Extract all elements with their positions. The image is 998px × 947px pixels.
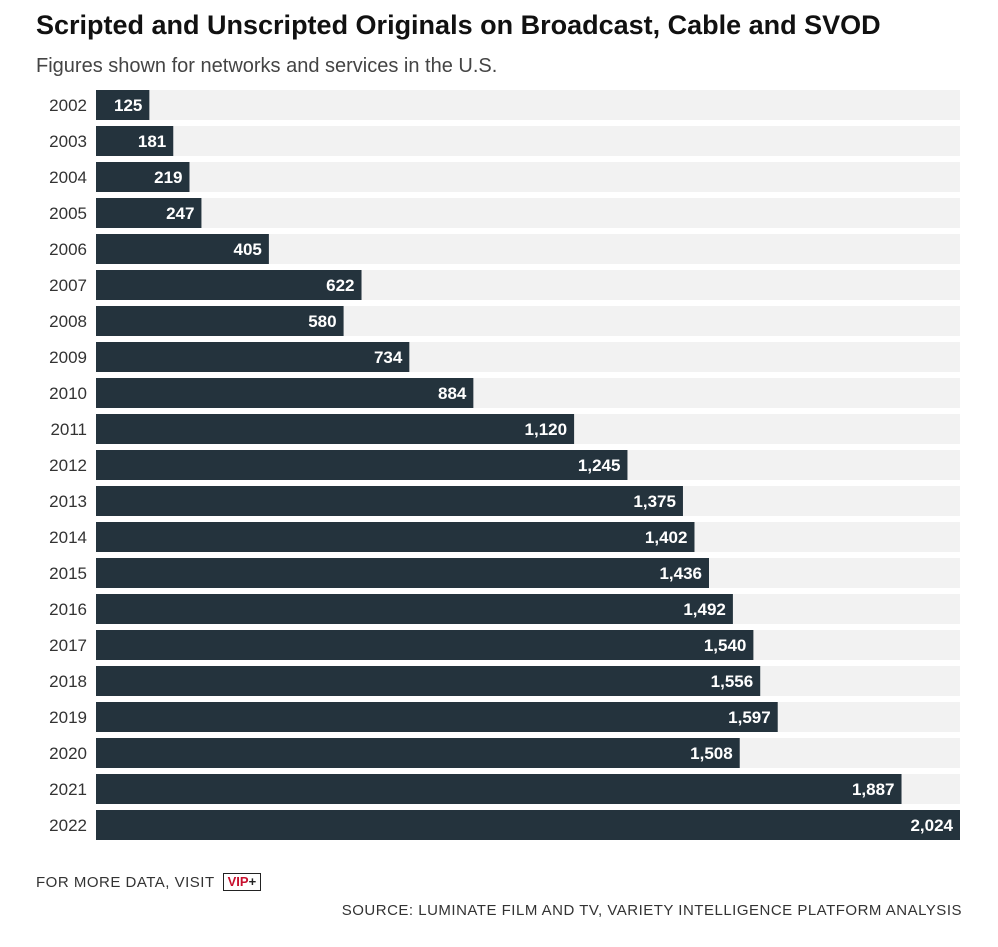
more-data-text: FOR MORE DATA, VISIT xyxy=(36,873,215,891)
category-label: 2018 xyxy=(49,672,87,691)
value-label: 1,492 xyxy=(683,600,726,619)
bar-track xyxy=(96,90,960,120)
value-label: 181 xyxy=(138,132,166,151)
bar-2016 xyxy=(96,594,733,624)
bar-2020 xyxy=(96,738,740,768)
bar-track xyxy=(96,198,960,228)
bar-row-2017: 2017 1,540 xyxy=(49,630,960,660)
bar-row-2022: 2022 2,024 xyxy=(49,810,960,840)
bar-row-2004: 2004 219 xyxy=(49,162,960,192)
bar-row-2006: 2006 405 xyxy=(49,234,960,264)
value-label: 219 xyxy=(154,168,182,187)
category-label: 2011 xyxy=(50,420,87,439)
bar-2007 xyxy=(96,270,362,300)
bar-2018 xyxy=(96,666,761,696)
bar-row-2008: 2008 580 xyxy=(49,306,960,336)
value-label: 1,375 xyxy=(633,492,676,511)
bar-2006 xyxy=(96,234,269,264)
bar-row-2010: 2010 884 xyxy=(49,378,960,408)
bar-row-2021: 2021 1,887 xyxy=(49,774,960,804)
category-label: 2022 xyxy=(49,816,87,835)
category-label: 2007 xyxy=(49,276,87,295)
bar-row-2011: 2011 1,120 xyxy=(50,414,960,444)
bar-row-2018: 2018 1,556 xyxy=(49,666,960,696)
value-label: 622 xyxy=(326,276,354,295)
category-label: 2009 xyxy=(49,348,87,367)
more-data-footer: FOR MORE DATA, VISIT VIP+ xyxy=(36,873,262,891)
value-label: 734 xyxy=(374,348,403,367)
bar-2022 xyxy=(96,810,960,840)
chart-subtitle: Figures shown for networks and services … xyxy=(36,55,498,77)
value-label: 247 xyxy=(166,204,194,223)
bar-2004 xyxy=(96,162,190,192)
category-label: 2010 xyxy=(49,384,87,403)
chart-title: Scripted and Unscripted Originals on Bro… xyxy=(36,10,881,40)
category-label: 2006 xyxy=(49,240,87,259)
category-label: 2020 xyxy=(49,744,87,763)
value-label: 1,245 xyxy=(578,456,621,475)
value-label: 405 xyxy=(234,240,262,259)
bar-row-2002: 2002 125 xyxy=(49,90,960,120)
value-label: 1,120 xyxy=(525,420,568,439)
value-label: 125 xyxy=(114,96,142,115)
bar-row-2003: 2003 181 xyxy=(49,126,960,156)
bar-2002 xyxy=(96,90,150,120)
value-label: 1,597 xyxy=(728,708,771,727)
value-label: 1,887 xyxy=(852,780,895,799)
bar-track xyxy=(96,162,960,192)
bar-2008 xyxy=(96,306,344,336)
bar-track xyxy=(96,126,960,156)
bar-row-2007: 2007 622 xyxy=(49,270,960,300)
category-label: 2014 xyxy=(49,528,87,547)
category-label: 2002 xyxy=(49,96,87,115)
bar-row-2016: 2016 1,492 xyxy=(49,594,960,624)
value-label: 1,436 xyxy=(659,564,702,583)
bar-2011 xyxy=(96,414,575,444)
value-label: 1,556 xyxy=(711,672,754,691)
value-label: 1,508 xyxy=(690,744,733,763)
category-label: 2012 xyxy=(49,456,87,475)
bar-2012 xyxy=(96,450,628,480)
bar-row-2005: 2005 247 xyxy=(49,198,960,228)
bar-row-2012: 2012 1,245 xyxy=(49,450,960,480)
bar-chart: 2002 125 2003 181 2004 219 2005 247 2006 405 2007 6… xyxy=(49,90,960,840)
source-note: SOURCE: LUMINATE FILM AND TV, VARIETY IN… xyxy=(341,902,962,919)
bar-2019 xyxy=(96,702,778,732)
bar-2021 xyxy=(96,774,902,804)
bar-row-2013: 2013 1,375 xyxy=(49,486,960,516)
bar-row-2015: 2015 1,436 xyxy=(49,558,960,588)
bar-2003 xyxy=(96,126,174,156)
value-label: 580 xyxy=(308,312,336,331)
vip-plus-logo[interactable]: VIP+ xyxy=(222,873,262,891)
value-label: 884 xyxy=(438,384,467,403)
category-label: 2021 xyxy=(49,780,87,799)
category-label: 2019 xyxy=(49,708,87,727)
category-label: 2005 xyxy=(49,204,87,223)
category-label: 2017 xyxy=(49,636,87,655)
bar-2013 xyxy=(96,486,683,516)
category-label: 2003 xyxy=(49,132,87,151)
bar-row-2014: 2014 1,402 xyxy=(49,522,960,552)
value-label: 2,024 xyxy=(910,816,953,835)
bar-2009 xyxy=(96,342,410,372)
category-label: 2015 xyxy=(49,564,87,583)
bar-2014 xyxy=(96,522,695,552)
category-label: 2004 xyxy=(49,168,87,187)
vip-logo-text: VIP xyxy=(227,874,249,889)
bar-2017 xyxy=(96,630,754,660)
value-label: 1,402 xyxy=(645,528,688,547)
category-label: 2008 xyxy=(49,312,87,331)
bar-row-2020: 2020 1,508 xyxy=(49,738,960,768)
value-label: 1,540 xyxy=(704,636,747,655)
bar-row-2019: 2019 1,597 xyxy=(49,702,960,732)
category-label: 2013 xyxy=(49,492,87,511)
bar-2005 xyxy=(96,198,202,228)
bar-row-2009: 2009 734 xyxy=(49,342,960,372)
bar-2015 xyxy=(96,558,709,588)
vip-logo-plus: + xyxy=(248,874,257,889)
bar-2010 xyxy=(96,378,474,408)
category-label: 2016 xyxy=(49,600,87,619)
